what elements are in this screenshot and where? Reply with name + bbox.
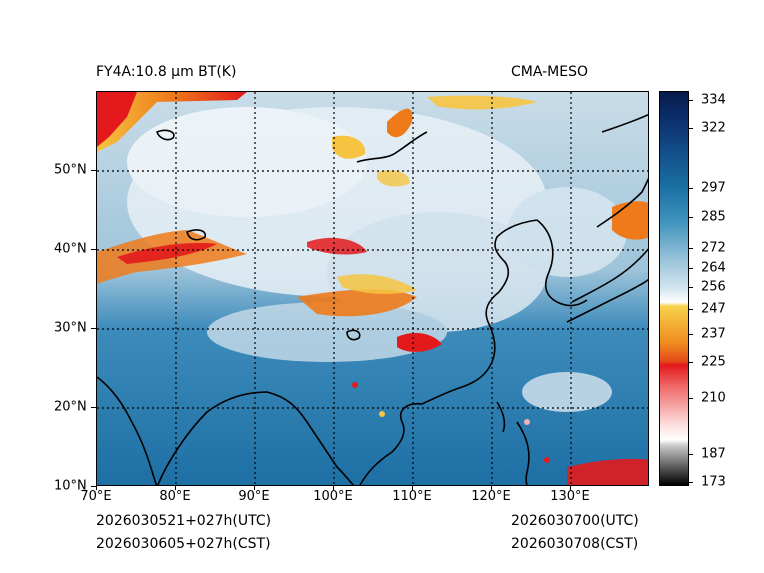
satellite-map — [96, 91, 649, 486]
lon-tick-label: 70°E — [80, 489, 112, 504]
colorbar-tick — [689, 247, 693, 249]
colorbar-label: 225 — [701, 354, 726, 370]
colorbar-tick — [689, 333, 693, 335]
lat-tick-label: 30°N — [54, 320, 87, 336]
map-title: FY4A:10.8 µm BT(K) — [96, 64, 237, 80]
lon-tick-label: 120°E — [471, 489, 511, 504]
philippines-outline — [516, 421, 530, 485]
lat-tick-label: 40°N — [54, 241, 87, 257]
india-east-coast — [156, 391, 308, 485]
lat-tick-mark — [91, 328, 96, 329]
colorbar-tick — [689, 100, 693, 102]
gridlines — [97, 92, 648, 485]
colorbar-label: 187 — [701, 446, 726, 462]
colorbar-label: 264 — [701, 260, 726, 276]
baikal-shape — [356, 131, 428, 163]
russia-east-coast — [596, 177, 648, 228]
lake-balkhash — [156, 129, 175, 141]
lat-tick-mark — [91, 407, 96, 408]
map-canvas — [97, 92, 648, 485]
china-east-coast — [494, 219, 538, 293]
okhotsk-coast — [601, 113, 648, 133]
lon-tick-label: 110°E — [392, 489, 432, 504]
japan-outline — [571, 248, 648, 303]
japan-south-coast — [566, 278, 648, 323]
colorbar-tick — [689, 398, 693, 400]
colorbar-label: 272 — [701, 240, 726, 256]
colorbar-tick — [689, 286, 693, 288]
valid-time-utc: 2026030700(UTC) — [511, 513, 639, 529]
lon-tick-mark — [175, 486, 176, 490]
indochina-coast — [359, 402, 423, 485]
lon-tick-mark — [491, 486, 492, 490]
india-west-coast — [97, 376, 158, 485]
colorbar-label: 285 — [701, 209, 726, 225]
colorbar-label: 256 — [701, 279, 726, 295]
colorbar-label: 322 — [701, 120, 726, 136]
taiwan-outline — [496, 401, 506, 433]
lon-tick-mark — [412, 486, 413, 490]
lat-tick-mark — [91, 486, 96, 487]
colorbar-tick — [689, 453, 693, 455]
lat-tick-label: 20°N — [54, 399, 87, 415]
colorbar-gradient — [660, 92, 688, 485]
init-time-cst: 2026030605+027h(CST) — [96, 536, 271, 552]
lon-tick-label: 130°E — [550, 489, 590, 504]
colorbar — [659, 91, 689, 486]
colorbar-tick — [689, 128, 693, 130]
lon-tick-mark — [254, 486, 255, 490]
colorbar-label: 334 — [701, 92, 726, 108]
lat-tick-label: 50°N — [54, 162, 87, 178]
colorbar-tick — [689, 482, 693, 484]
valid-time-cst: 2026030708(CST) — [511, 536, 639, 552]
myanmar-coast — [306, 421, 355, 485]
lon-tick-mark — [96, 486, 97, 490]
lon-tick-mark — [570, 486, 571, 490]
lat-tick-mark — [91, 249, 96, 250]
colorbar-label: 247 — [701, 301, 726, 317]
lat-tick-label: 10°N — [54, 478, 87, 494]
lon-tick-mark — [333, 486, 334, 490]
lat-tick-mark — [91, 170, 96, 171]
colorbar-tick — [689, 361, 693, 363]
korea-outline — [536, 219, 588, 307]
colorbar-label: 297 — [701, 180, 726, 196]
colorbar-tick — [689, 187, 693, 189]
coastlines — [97, 113, 648, 485]
cold-cloud-tops — [97, 92, 648, 485]
issyk-kul — [186, 229, 207, 241]
lon-tick-label: 100°E — [313, 489, 353, 504]
inland-lake — [346, 329, 361, 341]
colorbar-tick — [689, 309, 693, 311]
colorbar-tick — [689, 268, 693, 270]
colorbar-label: 210 — [701, 390, 726, 406]
model-title: CMA-MESO — [511, 64, 589, 80]
colorbar-label: 173 — [701, 474, 726, 490]
colorbar-label: 237 — [701, 326, 726, 342]
lon-tick-label: 90°E — [238, 489, 270, 504]
init-time-utc: 2026030521+027h(UTC) — [96, 513, 272, 529]
lon-tick-label: 80°E — [159, 489, 191, 504]
colorbar-tick — [689, 216, 693, 218]
